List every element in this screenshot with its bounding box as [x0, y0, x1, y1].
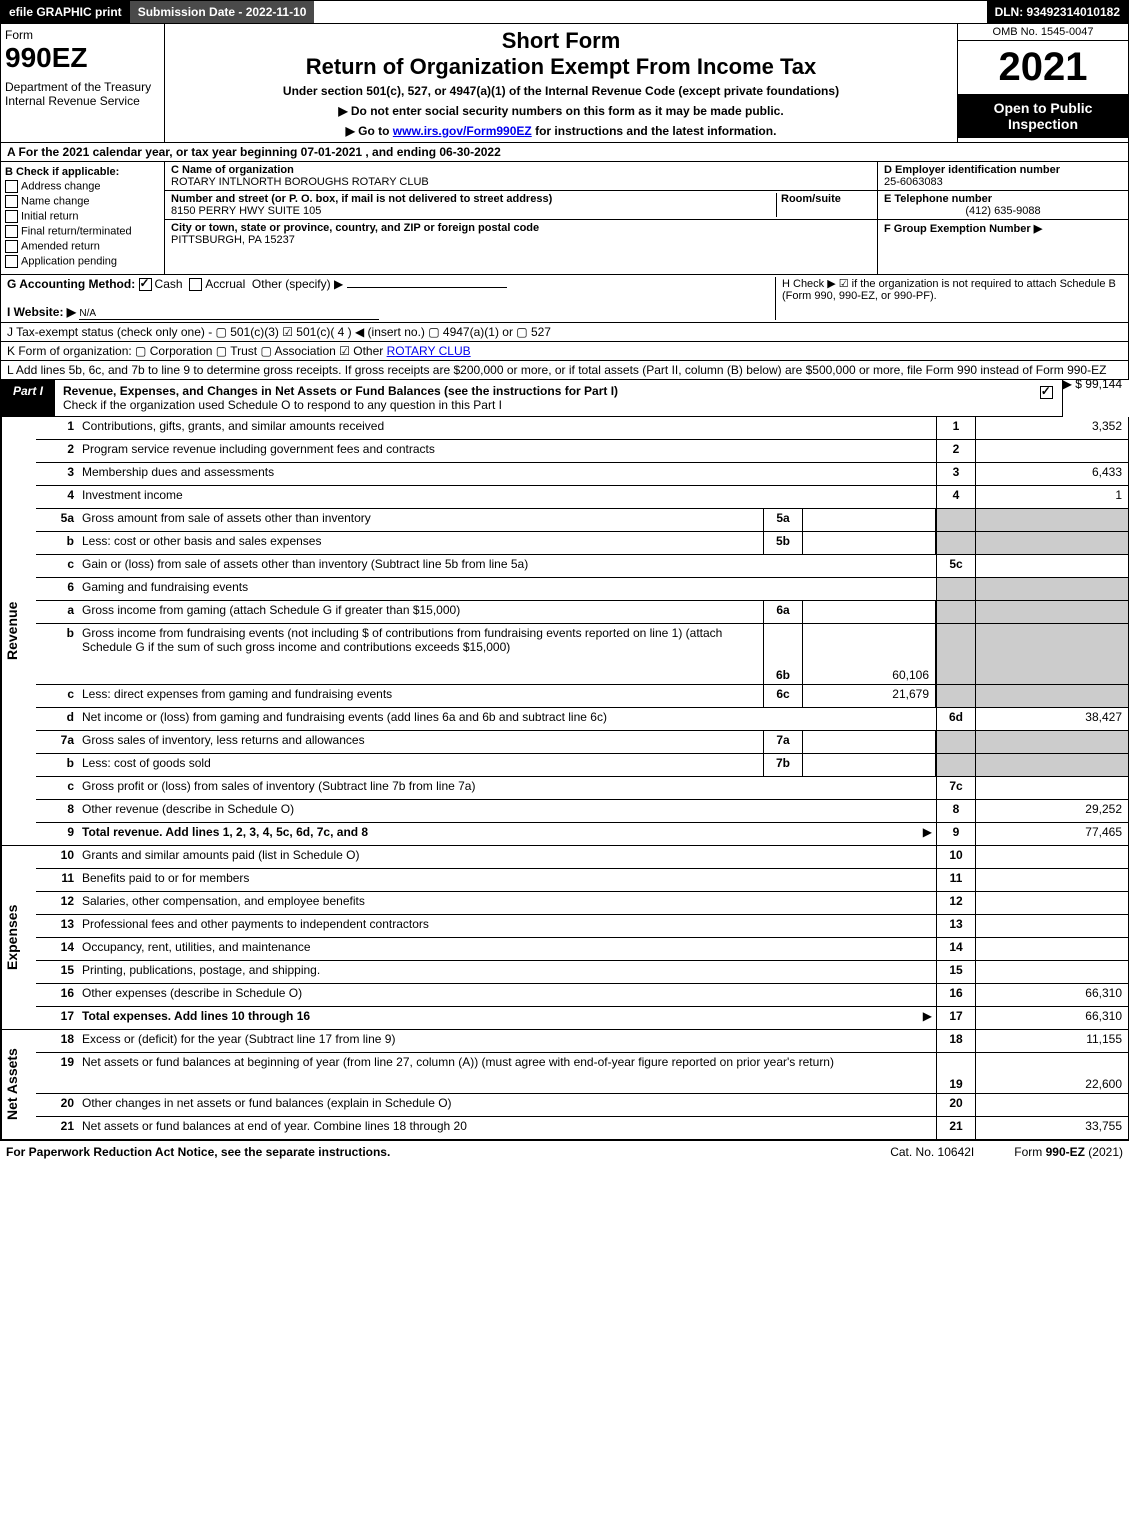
instruction-2: ▶ Go to www.irs.gov/Form990EZ for instru…	[169, 124, 953, 138]
instruction-1: ▶ Do not enter social security numbers o…	[169, 104, 953, 118]
form-header: Form 990EZ Department of the Treasury In…	[0, 24, 1129, 143]
form-title: Return of Organization Exempt From Incom…	[169, 54, 953, 80]
revenue-sidebar: Revenue	[1, 417, 36, 845]
phone-value: (412) 635-9088	[884, 205, 1122, 217]
section-def: D Employer identification number 25-6063…	[878, 162, 1128, 274]
val-21: 33,755	[976, 1117, 1128, 1139]
line-j: J Tax-exempt status (check only one) - ▢…	[0, 323, 1129, 342]
part1-header: Part I Revenue, Expenses, and Changes in…	[0, 380, 1063, 417]
omb-number: OMB No. 1545-0047	[958, 24, 1128, 41]
val-9: 77,465	[976, 823, 1128, 845]
irs-link[interactable]: www.irs.gov/Form990EZ	[393, 124, 532, 138]
chk-final-return[interactable]: Final return/terminated	[5, 225, 160, 238]
part1-title: Revenue, Expenses, and Changes in Net As…	[55, 380, 1034, 416]
form-subtitle: Under section 501(c), 527, or 4947(a)(1)…	[169, 84, 953, 98]
short-form-label: Short Form	[169, 28, 953, 54]
section-b: B Check if applicable: Address change Na…	[1, 162, 165, 274]
website-value: N/A	[79, 308, 379, 320]
chk-cash[interactable]	[139, 278, 152, 291]
line-k: K Form of organization: ▢ Corporation ▢ …	[0, 342, 1129, 361]
val-14	[976, 938, 1128, 960]
chk-amended-return[interactable]: Amended return	[5, 240, 160, 253]
footer-center: Cat. No. 10642I	[890, 1145, 974, 1159]
line-l-amount: ▶ $ 99,144	[1063, 377, 1122, 391]
footer-right: Form 990-EZ (2021)	[1014, 1145, 1123, 1159]
val-7c	[976, 777, 1128, 799]
line-l: L Add lines 5b, 6c, and 7b to line 9 to …	[0, 361, 1129, 380]
val-6d: 38,427	[976, 708, 1128, 730]
part1-tab: Part I	[1, 380, 55, 416]
page-footer: For Paperwork Reduction Act Notice, see …	[0, 1140, 1129, 1163]
group-exempt-label: F Group Exemption Number ▶	[884, 223, 1042, 235]
val-6c: 21,679	[803, 685, 936, 707]
line-g-h: G Accounting Method: Cash Accrual Other …	[0, 275, 1129, 323]
inst2-pre: ▶ Go to	[346, 124, 393, 138]
addr-label: Number and street (or P. O. box, if mail…	[171, 193, 552, 205]
org-name: ROTARY INTLNORTH BOROUGHS ROTARY CLUB	[171, 176, 429, 188]
org-city: PITTSBURGH, PA 15237	[171, 234, 295, 246]
val-12	[976, 892, 1128, 914]
dept-label: Department of the Treasury Internal Reve…	[5, 80, 160, 108]
section-c: C Name of organization ROTARY INTLNORTH …	[165, 162, 878, 274]
website-label: I Website: ▶	[7, 305, 76, 319]
room-label: Room/suite	[781, 193, 841, 205]
line-l-text: L Add lines 5b, 6c, and 7b to line 9 to …	[7, 363, 1106, 377]
val-10	[976, 846, 1128, 868]
ein-label: D Employer identification number	[884, 164, 1060, 176]
val-8: 29,252	[976, 800, 1128, 822]
val-18: 11,155	[976, 1030, 1128, 1052]
tax-year: 2021	[958, 41, 1128, 94]
val-6b: 60,106	[803, 624, 936, 684]
dln: DLN: 93492314010182	[987, 1, 1128, 23]
chk-initial-return[interactable]: Initial return	[5, 210, 160, 223]
revenue-section: Revenue 1Contributions, gifts, grants, a…	[0, 417, 1129, 846]
section-h: H Check ▶ ☑ if the organization is not r…	[775, 277, 1122, 320]
form-title-box: Short Form Return of Organization Exempt…	[165, 24, 957, 142]
chk-application-pending[interactable]: Application pending	[5, 255, 160, 268]
year-box: OMB No. 1545-0047 2021 Open to Public In…	[957, 24, 1128, 142]
val-19: 22,600	[976, 1053, 1128, 1093]
netassets-section: Net Assets 18Excess or (deficit) for the…	[0, 1030, 1129, 1140]
val-15	[976, 961, 1128, 983]
chk-name-change[interactable]: Name change	[5, 195, 160, 208]
chk-accrual[interactable]	[189, 278, 202, 291]
val-16: 66,310	[976, 984, 1128, 1006]
val-20	[976, 1094, 1128, 1116]
open-to-public: Open to Public Inspection	[958, 94, 1128, 138]
chk-address-change[interactable]: Address change	[5, 180, 160, 193]
section-b-header: B Check if applicable:	[5, 166, 160, 178]
netassets-sidebar: Net Assets	[1, 1030, 36, 1139]
ein-value: 25-6063083	[884, 176, 943, 188]
inst2-post: for instructions and the latest informat…	[532, 124, 777, 138]
phone-label: E Telephone number	[884, 193, 992, 205]
submission-date: Submission Date - 2022-11-10	[130, 1, 315, 23]
footer-left: For Paperwork Reduction Act Notice, see …	[6, 1145, 850, 1159]
val-1: 3,352	[976, 417, 1128, 439]
val-11	[976, 869, 1128, 891]
form-id-box: Form 990EZ Department of the Treasury In…	[1, 24, 165, 142]
city-label: City or town, state or province, country…	[171, 222, 539, 234]
efile-label: efile GRAPHIC print	[1, 1, 130, 23]
line-k-pre: K Form of organization: ▢ Corporation ▢ …	[7, 344, 387, 358]
expenses-sidebar: Expenses	[1, 846, 36, 1029]
val-2	[976, 440, 1128, 462]
expenses-section: Expenses 10Grants and similar amounts pa…	[0, 846, 1129, 1030]
line-a: A For the 2021 calendar year, or tax yea…	[0, 143, 1129, 162]
val-17: 66,310	[976, 1007, 1128, 1029]
val-5c	[976, 555, 1128, 577]
val-13	[976, 915, 1128, 937]
val-4: 1	[976, 486, 1128, 508]
line-k-link[interactable]: ROTARY CLUB	[387, 344, 471, 358]
val-3: 6,433	[976, 463, 1128, 485]
part1-check[interactable]	[1034, 380, 1062, 416]
section-bcdef: B Check if applicable: Address change Na…	[0, 162, 1129, 275]
org-name-label: C Name of organization	[171, 164, 294, 176]
form-label: Form	[5, 28, 160, 42]
accounting-label: G Accounting Method:	[7, 277, 135, 291]
top-bar: efile GRAPHIC print Submission Date - 20…	[0, 0, 1129, 24]
org-address: 8150 PERRY HWY SUITE 105	[171, 205, 321, 217]
form-number: 990EZ	[5, 42, 160, 74]
